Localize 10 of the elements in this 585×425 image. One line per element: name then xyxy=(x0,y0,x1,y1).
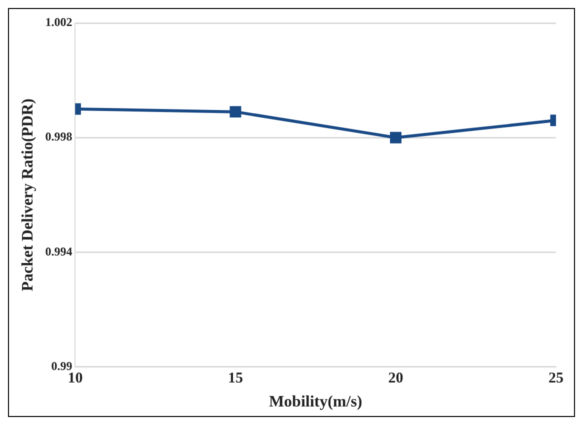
y-tick-label: 0.998 xyxy=(45,130,72,144)
x-tick-label: 25 xyxy=(548,370,564,387)
x-tick-label: 15 xyxy=(228,370,243,387)
x-tick-label: 10 xyxy=(68,370,83,387)
y-tick-label: 0.994 xyxy=(45,244,72,258)
x-tick-label: 20 xyxy=(388,370,404,387)
y-axis-title: Packet Delivery Ratio(PDR) xyxy=(20,98,37,292)
x-axis-title: Mobility(m/s) xyxy=(268,394,362,411)
y-tick-label: 0.99 xyxy=(51,358,72,373)
y-tick-label: 1.002 xyxy=(45,15,72,30)
